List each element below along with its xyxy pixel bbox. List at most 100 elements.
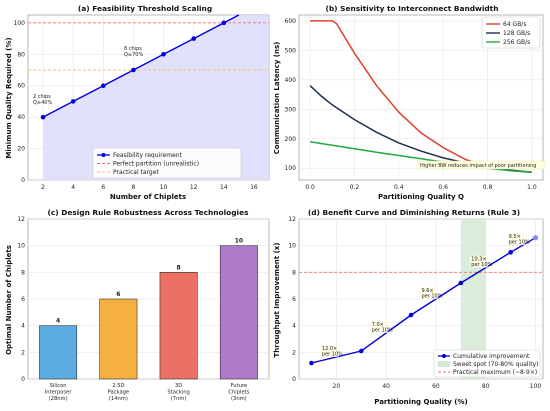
panel-d-ytick-label: 2 <box>292 349 296 356</box>
panel-d-annotation-line1: 9.5× <box>509 234 521 240</box>
panel-c-xtick-label-line2: Package <box>108 390 130 396</box>
panel-c-yticks: 0 2 4 6 8 10 12 <box>17 216 25 383</box>
panel-c-bar <box>39 325 78 380</box>
panel-d-point <box>408 312 414 318</box>
panel-a-legend-box <box>92 147 242 179</box>
panel-a-xtick-label: 10 <box>160 184 168 191</box>
panel-d-annotation-line1: 10.3× <box>471 257 486 263</box>
panel-d-title: (d) Benefit Curve and Diminishing Return… <box>308 208 520 217</box>
panel-a-ytick-label: 0 <box>21 177 25 184</box>
panel-a-xtick-label: 2 <box>41 184 45 191</box>
panel-a-legend-perfect-label: Perfect partition (unrealistic) <box>113 161 199 168</box>
panel-d-ytick-label: 6 <box>292 296 296 303</box>
panel-d-legend: Cumulative improvement Sweet spot (70-80… <box>433 349 541 378</box>
panel-a-points <box>40 20 227 120</box>
panel-a-point <box>131 67 136 73</box>
panel-a-ytick-label: 60 <box>17 83 25 90</box>
panel-c-bars <box>39 245 258 380</box>
panel-b-legend: 64 GB/s 128 GB/s 256 GB/s <box>481 16 541 49</box>
panel-d-annotation-line1: 12.0× <box>322 346 337 352</box>
panel-b-legend-label: 256 GB/s <box>503 39 530 46</box>
panel-c-xtick-label-line3: (7nm) <box>171 396 187 402</box>
panel-c-xtick-label-line1: Future <box>231 383 248 389</box>
panel-a-title: (a) Feasibility Threshold Scaling <box>78 4 212 13</box>
panel-d-annotation-line2: per 10% <box>421 294 442 300</box>
panel-d-legend-band-label: Sweet spot (70-80% quality) <box>453 361 538 368</box>
panel-a-xtick-label: 12 <box>190 184 198 191</box>
panel-b-ylabel: Communication Latency (ns) <box>273 42 281 155</box>
panel-a: (a) Feasibility Threshold Scaling 2 4 6 8 10… <box>5 4 270 201</box>
panel-d-ylabel: Throughput Improvement (x) <box>273 243 281 358</box>
panel-c-ytick-label: 12 <box>17 216 25 223</box>
panel-a-annotation-2-line1: 8 chips <box>124 46 142 52</box>
panel-c-xtick-label-line1: 2.5D <box>112 383 124 389</box>
panel-a-legend-series-label: Feasibility requirement <box>113 152 183 159</box>
panel-d-annotation-line2: per 10% <box>471 262 492 268</box>
panel-d-annotations: 12.0×per 10%7.0×per 10%9.6×per 10%10.3×p… <box>320 233 530 358</box>
panel-c-ytick-label: 2 <box>21 349 25 356</box>
panel-a-feasible-region <box>43 15 269 180</box>
panel-c-ylabel: Optimal Number of Chiplets <box>5 245 13 355</box>
panel-b-legend-box <box>481 16 541 49</box>
panel-a-ylabel: Minimum Quality Required (%) <box>5 37 13 158</box>
panel-d-point <box>358 348 364 354</box>
panel-c-ytick-label: 6 <box>21 296 25 303</box>
panel-d-legend-band-swatch <box>437 361 451 367</box>
panel-d-annotation-line1: 7.0× <box>372 322 384 328</box>
panel-c-bar-value-label: 4 <box>56 318 60 325</box>
panel-a-ytick-label: 80 <box>17 51 25 58</box>
panel-c-xtick-label-line2: Stacking <box>167 390 189 396</box>
panel-d-annotation-box <box>507 233 526 245</box>
panel-c-xtick-label-line2: Interposer <box>45 390 73 396</box>
panel-b-ytick-label: 400 <box>285 77 297 84</box>
panel-a-legend: Feasibility requirement Perfect partitio… <box>92 147 242 179</box>
panel-a-point <box>191 36 196 41</box>
panel-c-bar-value-label: 6 <box>116 291 120 298</box>
panel-b-xtick-label: 0.8 <box>483 184 493 191</box>
panel-d-xtick-label: 20 <box>333 383 341 390</box>
panel-b: (b) Sensitivity to Interconnect Bandwidt… <box>273 4 546 201</box>
panel-c-ytick-label: 8 <box>21 269 25 276</box>
panel-d-xlabel: Partitioning Quality (%) <box>374 398 467 406</box>
panel-c-bar <box>219 245 258 380</box>
panel-d-point <box>532 235 539 241</box>
panel-d-ytick-label: 12 <box>288 216 296 223</box>
panel-a-xtick-label: 4 <box>71 184 75 191</box>
panel-d-xtick-label: 100 <box>530 383 542 390</box>
panel-d-legend-series-label: Cumulative improvement <box>453 353 530 360</box>
panel-c-xtick-label-line3: (14nm) <box>109 396 128 402</box>
panel-a-xlabel: Number of Chiplets <box>110 193 186 201</box>
panel-d-ytick-label: 10 <box>288 243 296 250</box>
panel-c-xtick-label-line3: (3nm) <box>231 396 247 402</box>
panel-c-ytick-label: 4 <box>21 323 25 330</box>
panel-b-title: (b) Sensitivity to Interconnect Bandwidt… <box>326 4 499 13</box>
panel-b-legend-label: 64 GB/s <box>503 21 526 28</box>
panel-c-bar-value-label: 10 <box>235 238 243 245</box>
panel-c-bar-value-label: 8 <box>177 264 181 271</box>
panel-c-ytick-label: 10 <box>17 243 25 250</box>
panel-c-title: (c) Design Rule Robustness Across Techno… <box>48 208 250 217</box>
panel-a-annotation-1-line1: 2 chips <box>33 94 51 100</box>
panel-a-annotation-2-line2: Q≥70% <box>124 52 143 58</box>
panel-c-bar <box>99 298 138 380</box>
panel-a-yticks: 0 20 40 60 80 100 <box>14 20 26 184</box>
panel-d-point <box>458 280 464 286</box>
panel-a-series-line <box>42 14 240 118</box>
panel-d-xtick-label: 60 <box>432 383 440 390</box>
panel-d-point <box>309 360 314 366</box>
panel-c-xtick-label-line2: Chiplets <box>228 390 249 396</box>
panel-c-xtick-label-line3: (28nm) <box>49 396 68 402</box>
panel-a-legend-series-marker <box>101 153 106 157</box>
panel-d-ytick-label: 4 <box>292 323 296 330</box>
panel-a-point <box>161 51 166 57</box>
panel-b-annotation: Higher BW reduces impact of poor partiti… <box>420 163 536 169</box>
panel-d-point <box>508 250 513 255</box>
panel-a-point <box>70 99 76 104</box>
panel-d-annotation-box <box>370 321 389 333</box>
panel-b-xticks: 0.0 0.2 0.4 0.6 0.8 1.0 <box>305 184 537 191</box>
panel-b-ytick-label: 300 <box>285 106 297 113</box>
panel-d-annotation-box <box>419 287 438 299</box>
panel-a-point <box>40 114 46 120</box>
